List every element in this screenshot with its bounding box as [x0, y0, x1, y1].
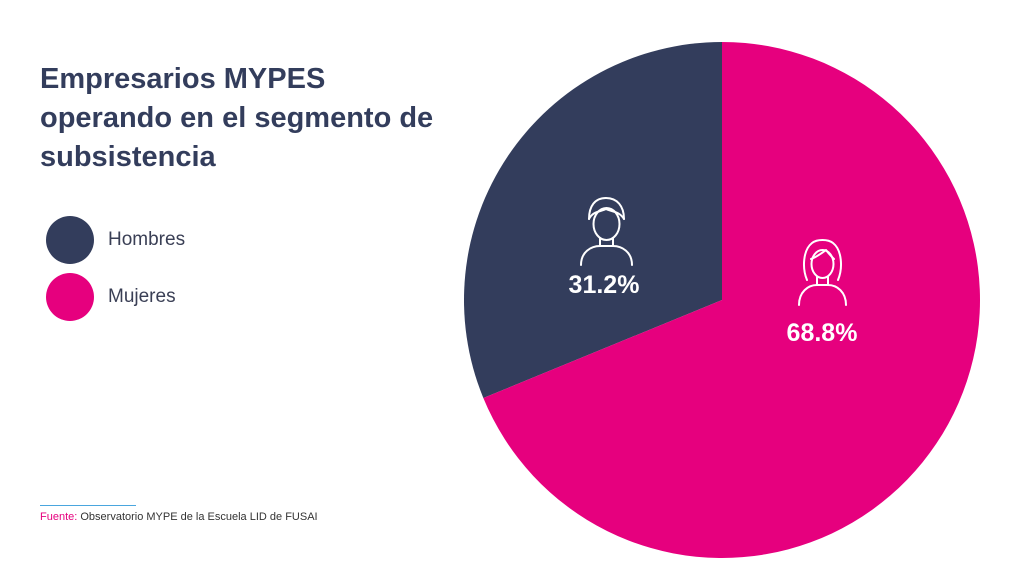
- source-divider: [40, 505, 136, 506]
- pie-slice-mujeres: [483, 42, 981, 558]
- legend-swatch-hombres: [46, 216, 94, 264]
- man-icon: [580, 197, 633, 266]
- data-label-mujeres: 68.8%: [787, 319, 858, 347]
- legend-item-mujeres: Mujeres: [46, 272, 185, 322]
- source-text: Observatorio MYPE de la Escuela LID de F…: [77, 511, 318, 523]
- pie-slices: [464, 42, 981, 558]
- source-note: Fuente: Observatorio MYPE de la Escuela …: [40, 511, 318, 523]
- source-label: Fuente:: [40, 511, 78, 523]
- woman-icon: [798, 239, 847, 306]
- legend-swatch-mujeres: [46, 273, 94, 321]
- data-label-hombres: 31.2%: [569, 271, 640, 299]
- legend: Hombres Mujeres: [46, 215, 185, 329]
- legend-label-hombres: Hombres: [108, 229, 186, 250]
- legend-label-mujeres: Mujeres: [108, 286, 176, 307]
- legend-item-hombres: Hombres: [46, 215, 185, 265]
- chart-title: Empresarios MYPES operando en el segment…: [40, 63, 434, 173]
